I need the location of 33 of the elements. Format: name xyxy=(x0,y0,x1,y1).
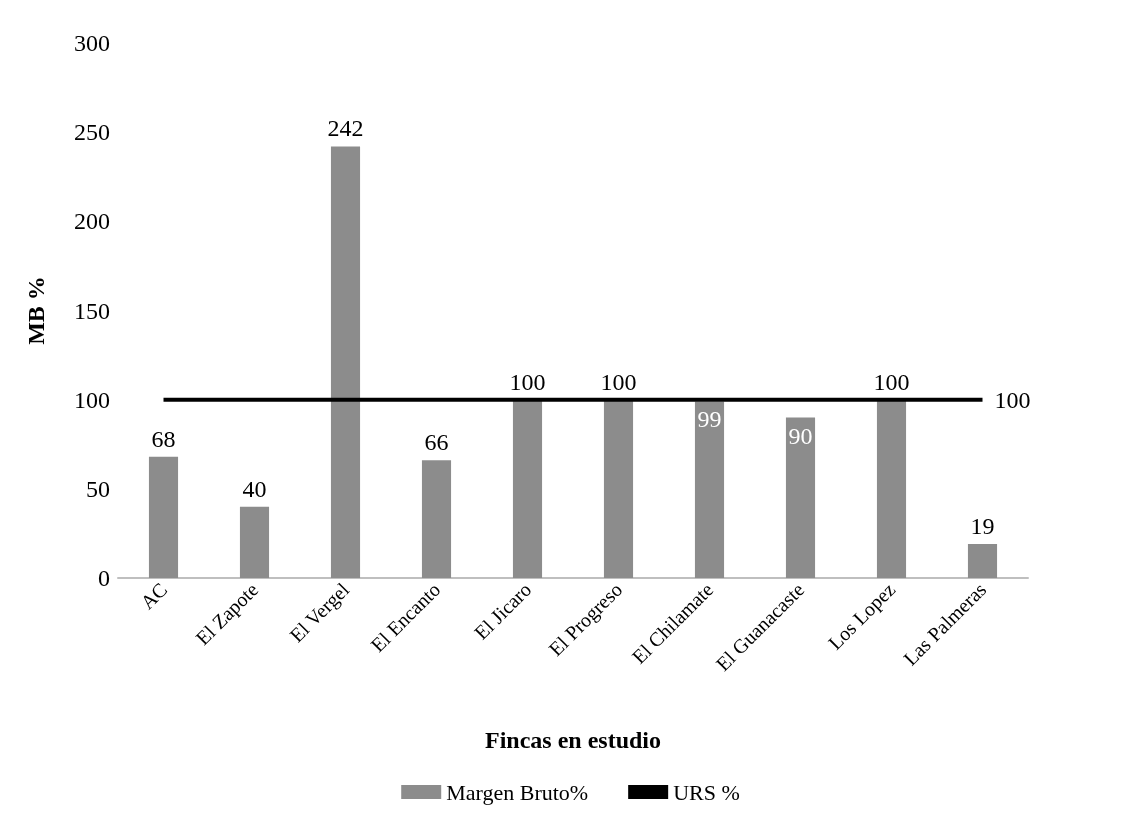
bar xyxy=(330,146,361,578)
bar xyxy=(148,456,179,578)
data-label: 66 xyxy=(424,429,449,456)
data-label: 100 xyxy=(994,386,1031,413)
data-label: 242 xyxy=(327,115,364,142)
y-tick-label: 200 xyxy=(74,208,110,235)
x-axis-title: Fincas en estudio xyxy=(484,727,662,753)
y-axis-title: MB % xyxy=(23,276,49,345)
y-tick-label: 150 xyxy=(74,297,110,324)
bar xyxy=(967,544,998,578)
x-tick-label: AC xyxy=(136,578,172,614)
bar xyxy=(239,506,270,578)
bar xyxy=(694,401,725,578)
bar xyxy=(785,417,816,578)
legend-label: Margen Bruto% xyxy=(446,779,589,805)
bar xyxy=(512,399,543,578)
data-label: 68 xyxy=(151,425,176,452)
data-label: 100 xyxy=(873,368,910,395)
y-tick-label: 250 xyxy=(74,119,110,146)
y-tick-label: 0 xyxy=(98,565,110,591)
bar xyxy=(421,460,452,578)
y-tick-label: 100 xyxy=(74,386,110,413)
data-label: 19 xyxy=(970,513,995,540)
data-label: 100 xyxy=(509,368,546,395)
y-tick-label: 50 xyxy=(86,475,110,502)
data-label: 100 xyxy=(600,368,637,395)
legend-label: URS % xyxy=(673,779,740,805)
bar xyxy=(603,399,634,578)
y-tick-label: 300 xyxy=(74,30,110,56)
data-label: 40 xyxy=(242,475,267,502)
bar xyxy=(876,399,907,578)
data-label: 99 xyxy=(697,406,722,433)
data-label: 90 xyxy=(788,422,813,449)
